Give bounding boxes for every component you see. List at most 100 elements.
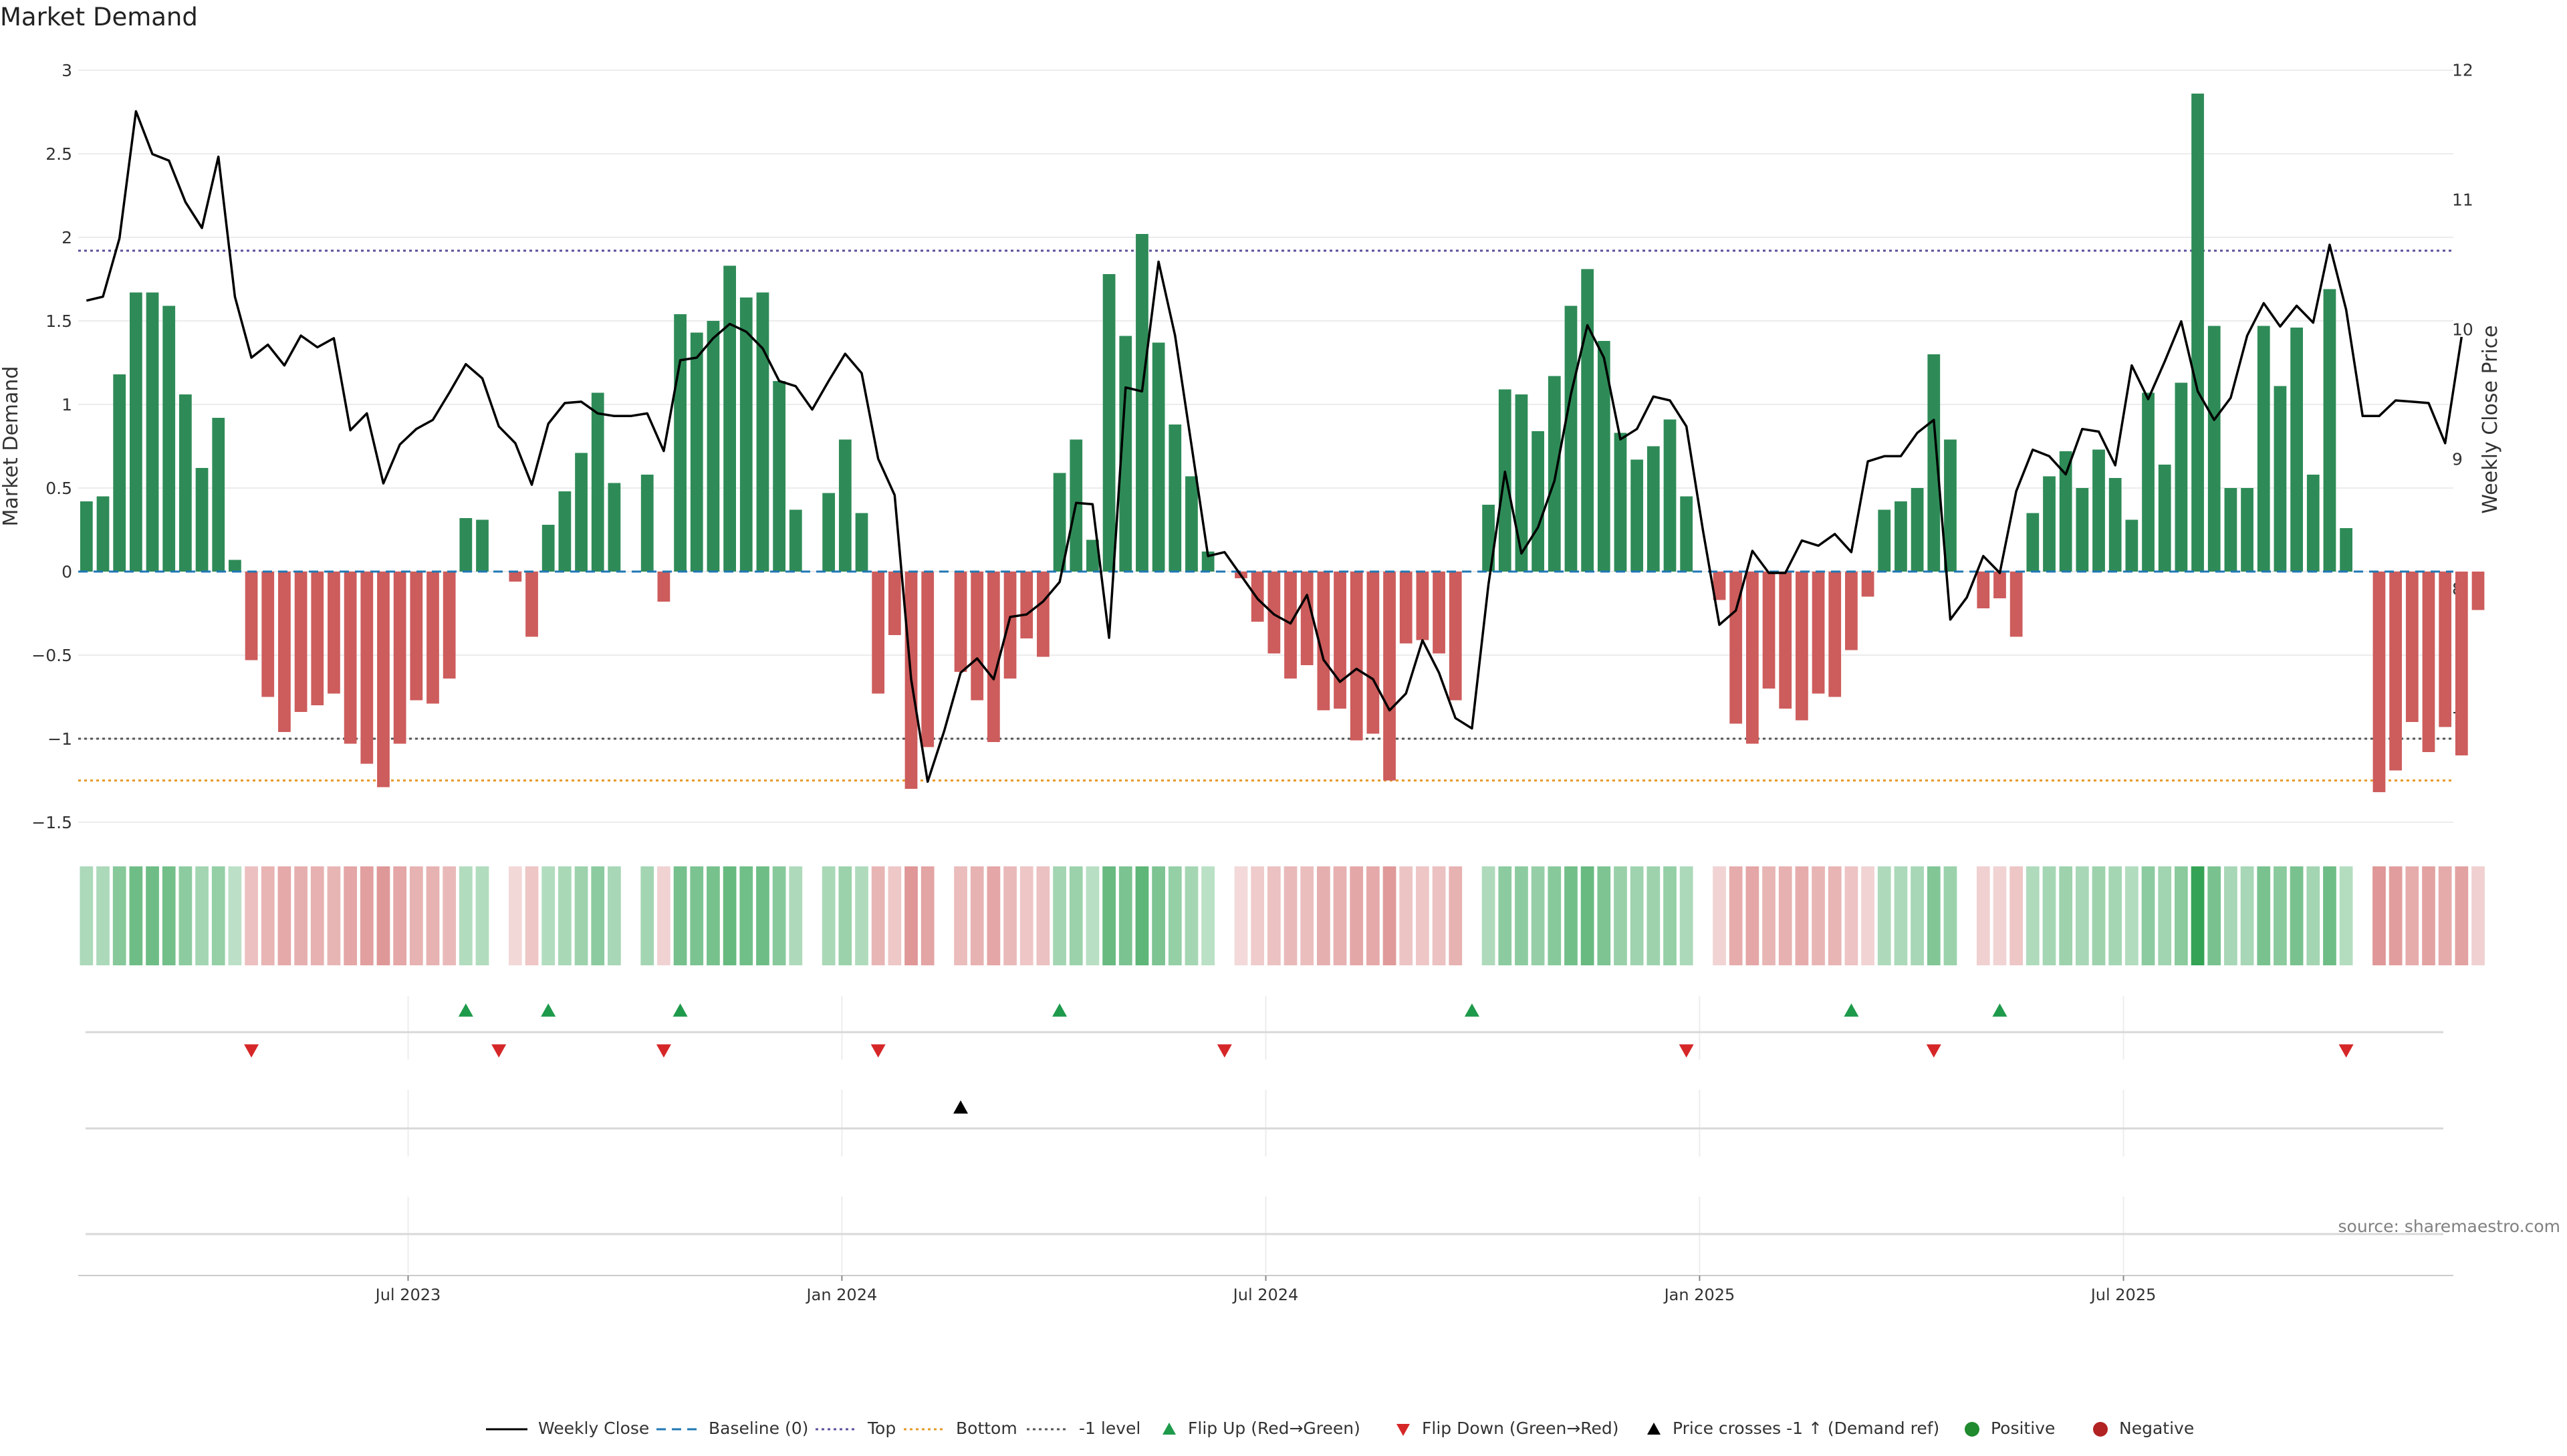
heat-strip-cell xyxy=(1416,866,1429,965)
demand-bar xyxy=(1152,343,1165,572)
demand-bar xyxy=(146,293,159,572)
x-tick-label: Jan 2024 xyxy=(806,1286,878,1304)
legend-label: Price crosses -1 ↑ (Demand ref) xyxy=(1673,1419,1939,1438)
heat-strip-cell xyxy=(1960,866,1973,965)
heat-strip-cell xyxy=(1498,866,1511,965)
heat-strip-cell xyxy=(1993,866,2007,965)
heat-strip-cell xyxy=(311,866,324,965)
demand-bar xyxy=(278,572,291,732)
demand-bar xyxy=(971,572,983,701)
heat-strip-cell xyxy=(509,866,522,965)
demand-bar xyxy=(1796,572,1808,721)
heat-strip-cell xyxy=(1037,866,1050,965)
y2-tick-label: 11 xyxy=(2452,190,2473,209)
heat-strip-cell xyxy=(888,866,901,965)
heat-strip-cell xyxy=(1119,866,1132,965)
demand-bar xyxy=(80,501,93,572)
price-cross-marker xyxy=(953,1100,968,1114)
demand-bar xyxy=(955,572,967,672)
demand-bar xyxy=(1267,572,1280,654)
demand-bar xyxy=(2125,520,2138,572)
demand-bar xyxy=(2159,465,2171,572)
y2-tick-label: 10 xyxy=(2452,320,2473,339)
heat-strip-cell xyxy=(2076,866,2089,965)
heat-strip-cell xyxy=(575,866,588,965)
heat-strip-cell xyxy=(971,866,984,965)
heat-strip-cell xyxy=(640,866,654,965)
heat-strip-cell xyxy=(690,866,703,965)
heat-strip-cell xyxy=(459,866,473,965)
heat-strip-cell xyxy=(1911,866,1924,965)
heat-strip-cell xyxy=(2306,866,2320,965)
heat-strip-cell xyxy=(872,866,885,965)
demand-bar xyxy=(162,306,175,572)
legend-symbol-line-dot xyxy=(902,1416,947,1443)
heat-strip-cell xyxy=(1548,866,1561,965)
demand-bar xyxy=(1449,572,1462,701)
heat-strip-cell xyxy=(426,866,440,965)
demand-bar xyxy=(2043,477,2056,572)
heat-strip-cell xyxy=(657,866,670,965)
heat-strip-cell xyxy=(855,866,868,965)
demand-bar xyxy=(1103,274,1116,572)
heat-strip-cell xyxy=(129,866,142,965)
heat-strip-cell xyxy=(2191,866,2205,965)
heat-strip-cell xyxy=(756,866,769,965)
demand-bar xyxy=(592,393,604,572)
demand-bar xyxy=(1136,234,1148,572)
heat-strip-cell xyxy=(1977,866,1990,965)
demand-bar xyxy=(328,572,340,694)
demand-bar xyxy=(641,475,654,572)
heat-strip-cell xyxy=(1235,866,1248,965)
y-tick-label: −1 xyxy=(47,729,72,749)
demand-bar xyxy=(2191,94,2204,572)
heat-strip-cell xyxy=(558,866,572,965)
heat-strip-cell xyxy=(212,866,225,965)
demand-bar xyxy=(691,333,703,572)
demand-bar xyxy=(476,520,489,572)
heat-strip-cell xyxy=(2043,866,2056,965)
demand-bar xyxy=(1779,572,1792,709)
demand-bar xyxy=(1993,572,2006,598)
heat-strip-cell xyxy=(2340,866,2353,965)
heat-strip-cell xyxy=(1086,866,1100,965)
flip-up-marker xyxy=(1465,1003,1479,1017)
y-axis-label: Market Demand xyxy=(0,366,23,527)
demand-bar xyxy=(344,572,357,744)
flip-down-marker xyxy=(1679,1044,1694,1058)
heat-strip-cell xyxy=(2059,866,2072,965)
legend-symbol-line-dot xyxy=(814,1416,858,1443)
demand-bar xyxy=(360,572,373,764)
heat-strip-cell xyxy=(492,866,505,965)
heat-strip-cell xyxy=(1597,866,1610,965)
heat-strip-cell xyxy=(476,866,489,965)
flip-up-marker xyxy=(459,1003,473,1017)
heat-strip-cell xyxy=(1383,866,1396,965)
demand-bar xyxy=(1350,572,1363,741)
heat-strip-cell xyxy=(1300,866,1314,965)
heat-strip-cell xyxy=(2125,866,2138,965)
heat-strip-cell xyxy=(294,866,308,965)
heat-strip-cell xyxy=(1746,866,1759,965)
demand-bar xyxy=(757,293,769,572)
demand-bar xyxy=(1944,440,1957,572)
heat-strip-cell xyxy=(1218,866,1231,965)
heat-strip-cell xyxy=(344,866,357,965)
demand-bar xyxy=(229,560,241,572)
demand-bar xyxy=(2307,475,2320,572)
heat-strip-cell xyxy=(96,866,110,965)
heat-strip-cell xyxy=(195,866,209,965)
demand-bar xyxy=(888,572,901,635)
legend-symbol-line-dash xyxy=(655,1416,699,1443)
demand-bar xyxy=(295,572,308,712)
heat-strip-cell xyxy=(904,866,918,965)
y-tick-label: 0 xyxy=(62,562,72,582)
flip-down-marker xyxy=(491,1044,506,1058)
demand-bar xyxy=(1284,572,1297,679)
heat-strip-cell xyxy=(2290,866,2304,965)
flip-up-marker xyxy=(1052,1003,1067,1017)
heat-strip-cell xyxy=(2175,866,2188,965)
y-tick-label: 2.5 xyxy=(45,144,72,164)
heat-strip-cell xyxy=(1646,866,1660,965)
demand-bar xyxy=(608,483,621,572)
